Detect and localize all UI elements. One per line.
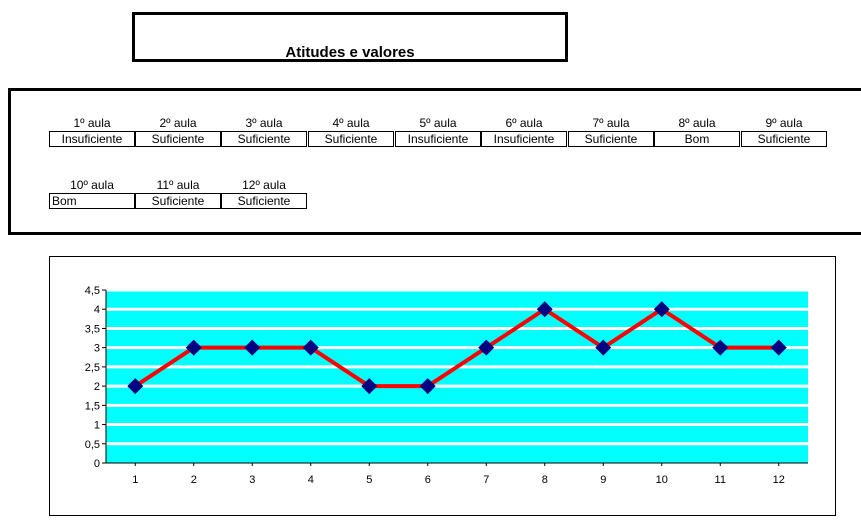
- title-box: Atitudes e valores: [132, 12, 568, 62]
- data-point: [185, 339, 202, 356]
- data-point: [244, 339, 261, 356]
- grade-lesson-label: 7º aula: [592, 116, 630, 130]
- x-tick-label: 12: [773, 474, 785, 486]
- grade-lesson-label: 1º aula: [73, 116, 111, 130]
- x-tick-label: 10: [656, 474, 668, 486]
- grade-value: Suficiente: [135, 131, 221, 147]
- x-tick-label: 9: [600, 474, 606, 486]
- grade-value: Suficiente: [221, 131, 307, 147]
- grade-lesson-label: 9º aula: [765, 116, 803, 130]
- grade-lesson-label: 5º aula: [419, 116, 457, 130]
- x-tick-label: 2: [191, 474, 197, 486]
- y-tick-label: 4: [94, 304, 100, 316]
- y-tick-label: 1: [94, 420, 100, 432]
- data-point: [361, 378, 378, 395]
- x-tick-label: 6: [425, 474, 431, 486]
- grade-value: Suficiente: [568, 131, 654, 147]
- grade-value: Bom: [49, 193, 135, 209]
- data-point: [302, 339, 319, 356]
- y-tick-label: 4,5: [85, 285, 100, 297]
- y-tick-label: 2,5: [85, 362, 100, 374]
- grade-value: Suficiente: [308, 131, 394, 147]
- grade-value: Suficiente: [221, 193, 307, 209]
- page-title: Atitudes e valores: [285, 44, 415, 61]
- data-point: [536, 301, 553, 318]
- grade-lesson-label: 10º aula: [70, 178, 114, 192]
- y-tick-label: 3: [94, 343, 100, 355]
- grade-lesson-label: 3º aula: [245, 116, 283, 130]
- grade-lesson-label: 2º aula: [159, 116, 197, 130]
- y-tick-label: 2: [94, 381, 100, 393]
- series-line: [134, 307, 779, 389]
- grade-value: Bom: [654, 131, 740, 147]
- x-tick-label: 8: [542, 474, 548, 486]
- y-tick-label: 1,5: [85, 400, 100, 412]
- grade-lesson-label: 11º aula: [156, 178, 200, 192]
- grade-lesson-label: 8º aula: [678, 116, 716, 130]
- grade-value: Suficiente: [135, 193, 221, 209]
- grade-value: Insuficiente: [49, 131, 135, 147]
- grade-lesson-label: 6º aula: [505, 116, 543, 130]
- data-point: [595, 339, 612, 356]
- grade-value: Insuficiente: [395, 131, 481, 147]
- x-tick-label: 7: [483, 474, 489, 486]
- x-tick-label: 11: [715, 474, 726, 486]
- x-tick-label: 1: [132, 474, 138, 486]
- x-tick-label: 3: [249, 474, 255, 486]
- x-tick-label: 4: [308, 474, 314, 486]
- y-tick-label: 3,5: [85, 323, 100, 335]
- grade-lesson-label: 12º aula: [242, 178, 286, 192]
- data-point: [712, 339, 729, 356]
- chart-frame: 0 0,5 1 1,5 2 2,5 3 3,5 4 4,5 1 2 3 4 5 6 7 8 9 10 11 12: [49, 256, 836, 516]
- plot-area: [106, 290, 808, 463]
- line-chart: 00,511,522,533,544,51 2 3 4 5 6 7 8 9 10 11 12: [85, 285, 808, 486]
- data-point: [653, 301, 670, 318]
- y-tick-label: 0: [94, 458, 100, 470]
- y-tick-label: 0,5: [85, 439, 100, 451]
- grades-panel: 1º aula Insuficiente 2º aula Suficiente 3º a…: [8, 88, 861, 235]
- grade-lesson-label: 4º aula: [332, 116, 370, 130]
- grade-value: Insuficiente: [481, 131, 567, 147]
- x-tick-label: 5: [366, 474, 372, 486]
- data-point: [419, 378, 436, 395]
- data-point: [127, 378, 144, 395]
- grade-value: Suficiente: [741, 131, 827, 147]
- data-point: [770, 339, 787, 356]
- data-point: [478, 339, 495, 356]
